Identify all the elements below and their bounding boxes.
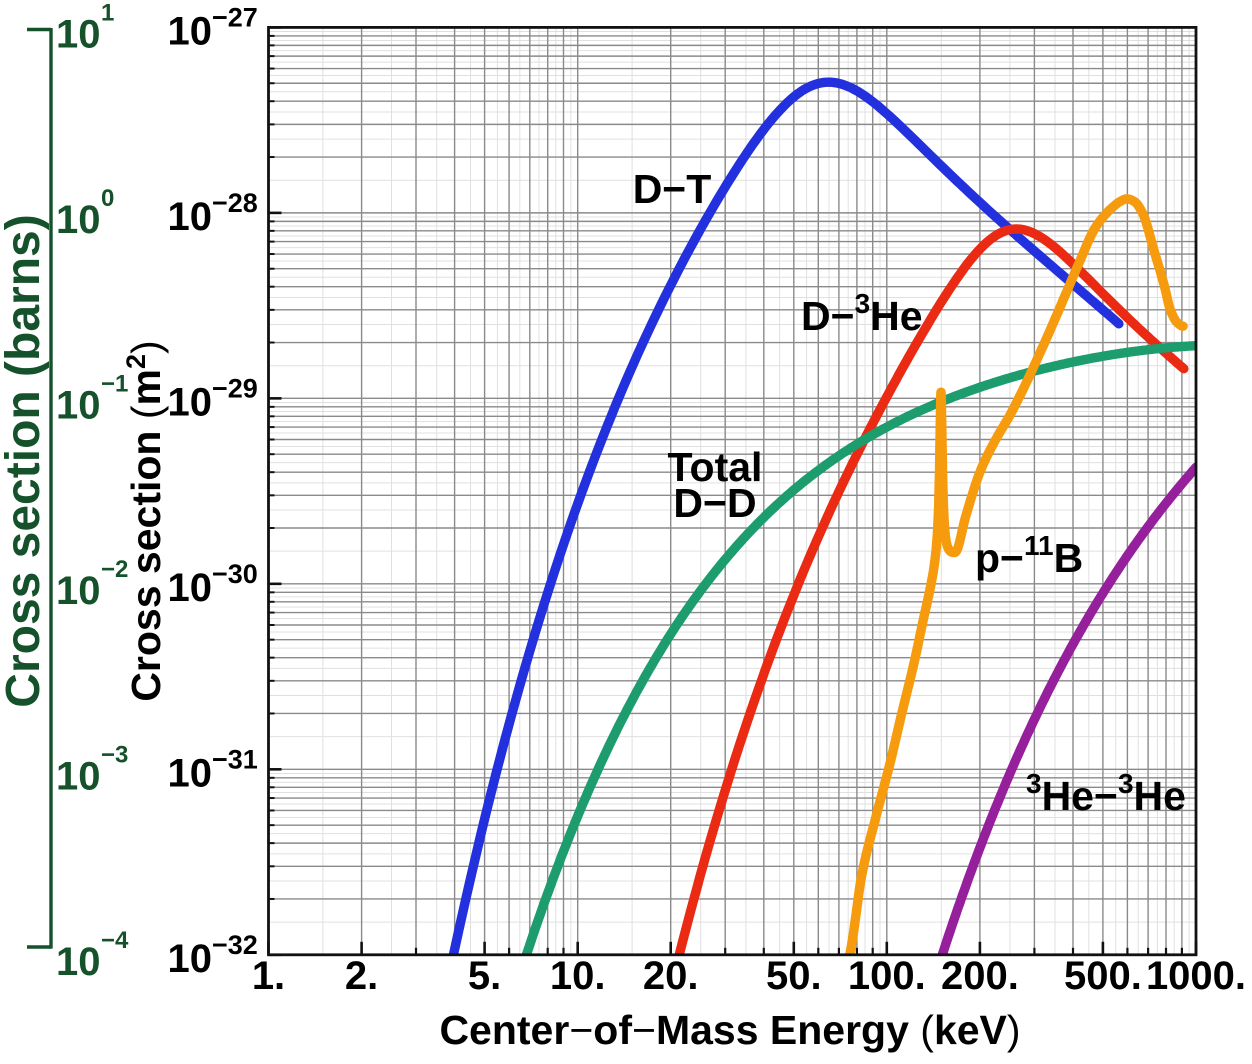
svg-text:10: 10	[168, 937, 213, 981]
svg-text:D−D: D−D	[673, 480, 756, 526]
svg-text:−3: −3	[101, 741, 128, 768]
svg-text:10: 10	[168, 195, 213, 239]
svg-text:−29: −29	[212, 373, 258, 403]
svg-text:1: 1	[101, 0, 114, 26]
svg-text:200.: 200.	[941, 954, 1019, 998]
svg-text:10: 10	[168, 9, 213, 53]
svg-text:Center−of−Mass Energy (keV): Center−of−Mass Energy (keV)	[439, 1007, 1020, 1053]
svg-text:5.: 5.	[468, 954, 501, 998]
svg-text:10: 10	[56, 569, 101, 613]
svg-text:−1: −1	[101, 370, 128, 397]
svg-text:−2: −2	[101, 556, 128, 583]
svg-text:−27: −27	[212, 2, 258, 32]
svg-text:−4: −4	[101, 927, 129, 954]
svg-text:10: 10	[168, 380, 213, 424]
svg-text:100.: 100.	[848, 954, 926, 998]
svg-text:10: 10	[56, 12, 101, 56]
svg-text:10.: 10.	[550, 954, 606, 998]
svg-text:3He−3He: 3He−3He	[1026, 768, 1186, 819]
svg-text:Cross section (m2): Cross section (m2)	[121, 340, 169, 701]
svg-text:10: 10	[168, 751, 213, 795]
svg-text:10: 10	[56, 198, 101, 242]
svg-text:Cross section (barns): Cross section (barns)	[0, 214, 50, 707]
svg-text:0: 0	[101, 185, 114, 212]
svg-text:2.: 2.	[345, 954, 378, 998]
svg-text:D−T: D−T	[633, 166, 712, 212]
svg-text:p−11B: p−11B	[975, 530, 1083, 581]
svg-text:500.: 500.	[1064, 954, 1142, 998]
svg-text:20.: 20.	[643, 954, 699, 998]
svg-text:Total: Total	[668, 444, 763, 490]
svg-text:10: 10	[56, 754, 101, 798]
svg-text:−31: −31	[212, 744, 258, 774]
svg-text:1.: 1.	[252, 954, 285, 998]
svg-text:10: 10	[168, 566, 213, 610]
svg-text:−32: −32	[212, 930, 258, 960]
svg-text:50.: 50.	[766, 954, 822, 998]
svg-text:10: 10	[56, 940, 101, 984]
svg-text:−28: −28	[212, 188, 258, 218]
svg-text:−30: −30	[212, 559, 258, 589]
svg-text:10: 10	[56, 383, 101, 427]
svg-text:1000.: 1000.	[1146, 954, 1246, 998]
